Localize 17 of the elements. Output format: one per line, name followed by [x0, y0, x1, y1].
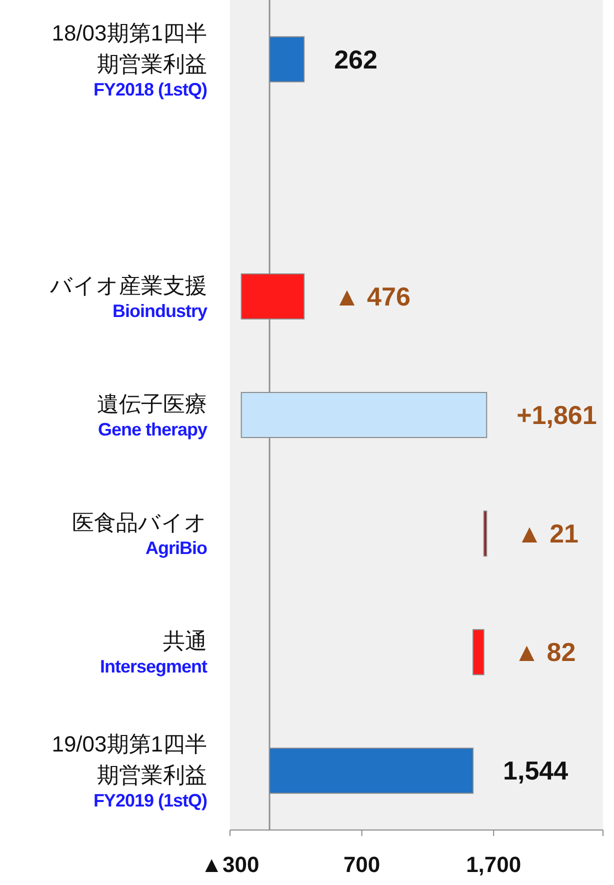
y-tick-label: 18/03期第1四半期営業利益 FY2018 (1stQ): [52, 20, 208, 100]
y-tick-label: 共通 Intersegment: [100, 628, 208, 677]
data-label: ▲ 476: [334, 281, 410, 312]
x-tick-label: 1,700: [466, 852, 522, 877]
data-label: +1,861: [516, 400, 597, 430]
y-tick-label: 遺伝子医療 Gene therapy: [97, 392, 208, 440]
data-label: ▲ 21: [516, 518, 579, 549]
y-tick-label: バイオ産業支援 Bioindustry: [49, 272, 208, 321]
bar: [483, 510, 488, 557]
x-tick-label: 700: [343, 852, 380, 877]
data-label: 262: [334, 44, 378, 74]
x-tick-label: ▲300: [200, 852, 260, 877]
data-label: 1,544: [503, 756, 569, 786]
y-tick-label: 医食品バイオ AgriBio: [72, 510, 208, 558]
data-label: ▲ 82: [514, 637, 576, 668]
bar: [472, 629, 484, 676]
y-tick-label: 19/03期第1四半期営業利益 FY2019 (1stQ): [52, 732, 208, 811]
